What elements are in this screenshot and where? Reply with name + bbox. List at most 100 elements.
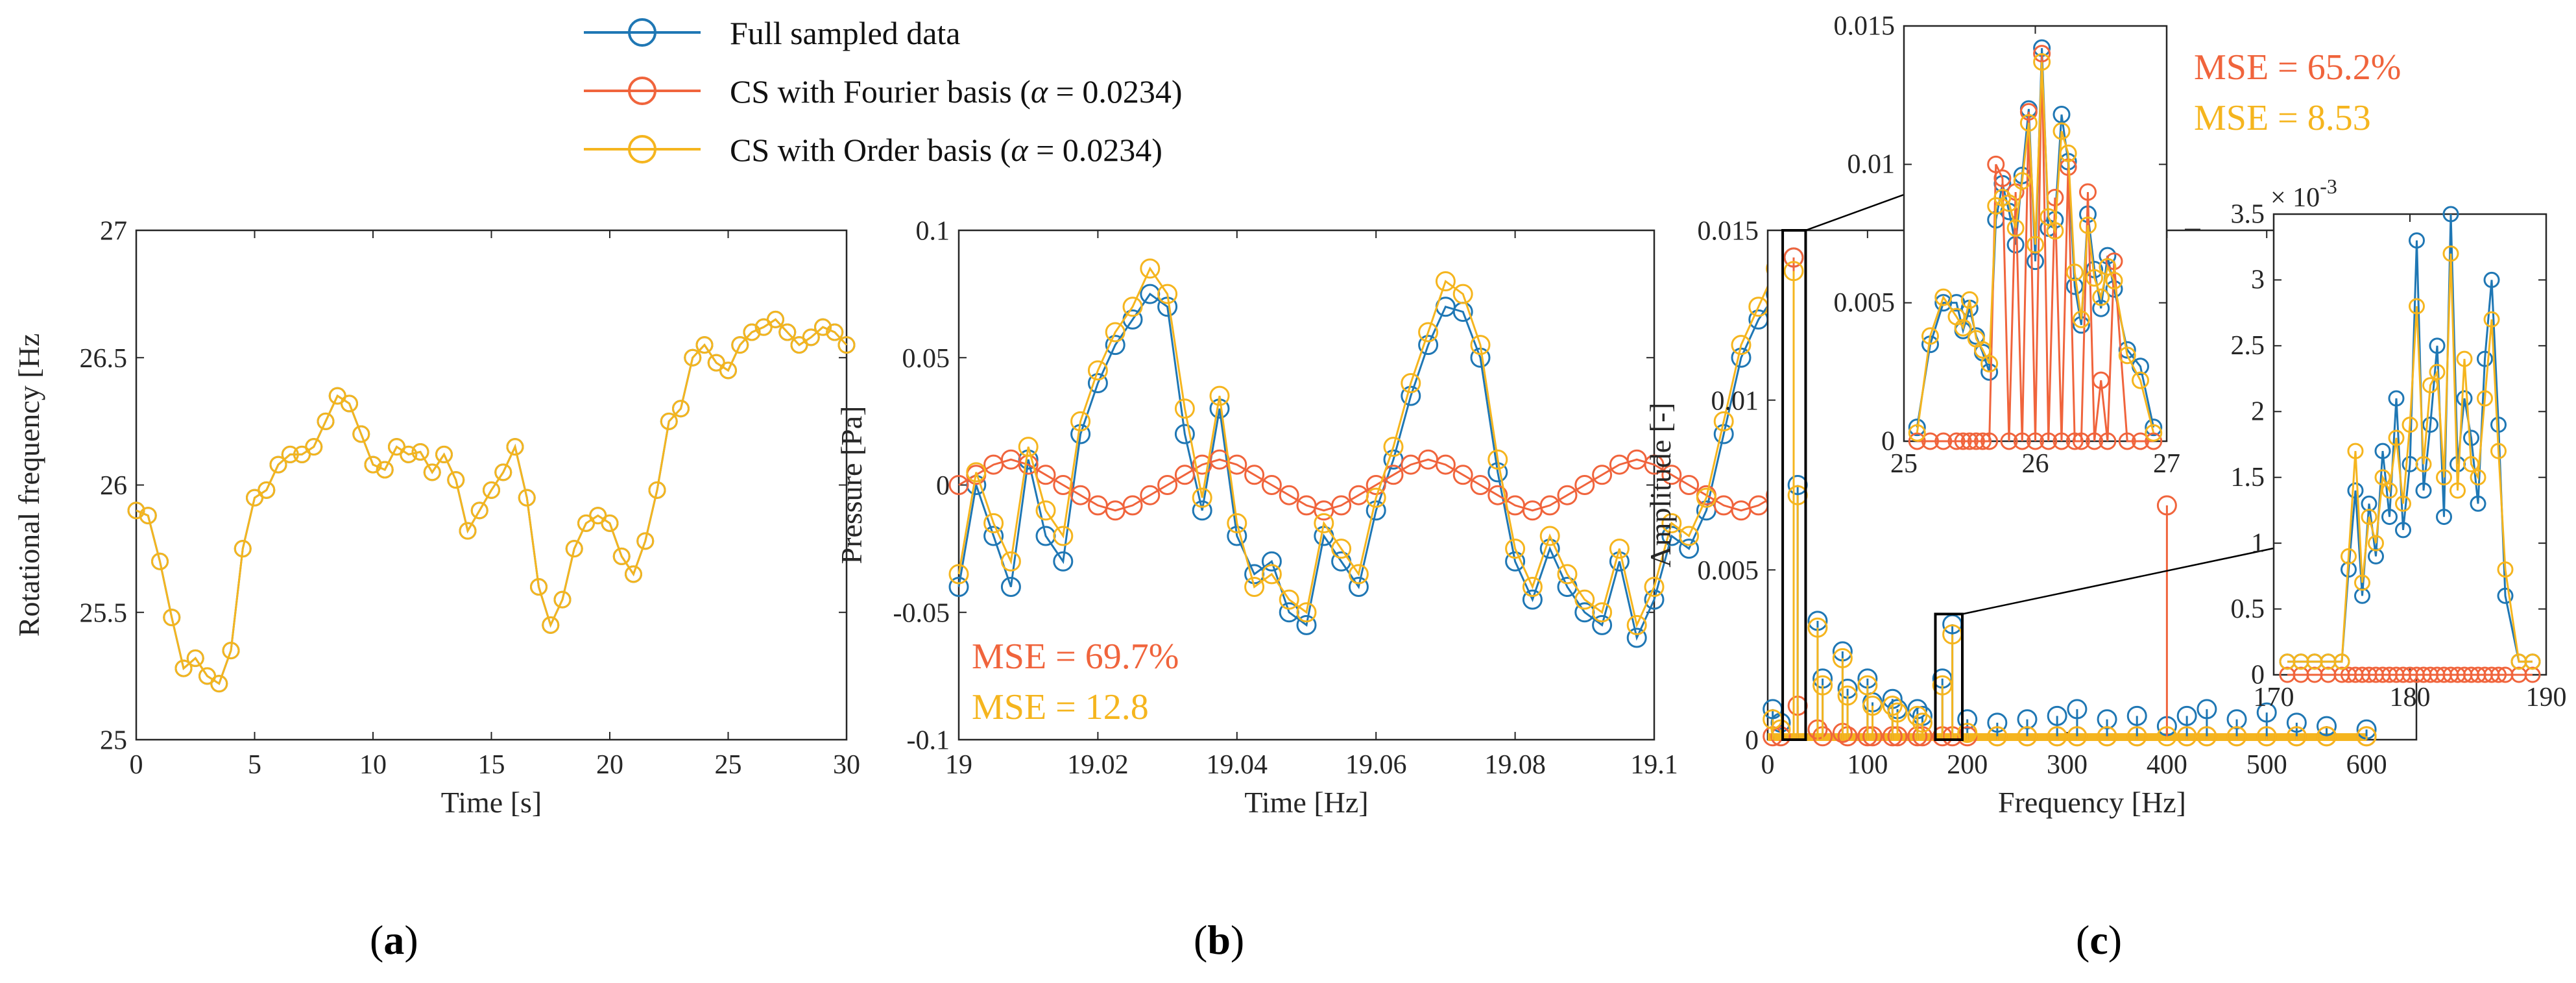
panel-c-series-2-marker [2047, 726, 2067, 747]
inset-2-series-2-line [2287, 253, 2533, 663]
panel-c-series-0-marker [2197, 699, 2217, 720]
inset-2-series-0-marker [2347, 482, 2364, 499]
panel-a-series-1-marker [778, 323, 797, 341]
panel-a-series-1-marker [222, 642, 240, 660]
panel-c-series-2-marker [2067, 726, 2088, 747]
panel-a-series-1-marker [802, 328, 820, 346]
panel-a-series-1-marker [411, 443, 429, 461]
inset-2-series-2-marker [2333, 653, 2350, 670]
a-xtick-label: 20 [596, 750, 623, 780]
panel-c-series-2-marker [1862, 696, 1883, 716]
panel-b-series-2-marker [1314, 513, 1334, 533]
inset-2-series-2-marker [2422, 377, 2438, 394]
panel-c-series-2-marker [1907, 705, 1928, 726]
panel-b-series-2-marker [1157, 284, 1178, 304]
legend: Full sampled data CS with Fourier basis … [584, 15, 1183, 168]
inset-1-series-0-marker [1934, 294, 1953, 312]
panel-b-series-2-marker [1452, 284, 1473, 304]
inset-1-series-1-marker [1987, 155, 2005, 173]
panel-c-series-0-marker [2067, 699, 2088, 720]
panel-b-series-1-marker [1122, 495, 1143, 516]
panel-c-label-open: ( [2076, 917, 2089, 963]
panel-b-series-0-marker [1192, 500, 1212, 521]
inset-1-series-1-marker [2079, 183, 2097, 201]
b-ytick-label: 0 [936, 471, 950, 501]
panel-c-series-2-marker [1932, 675, 1953, 696]
c-xtick-label: 400 [2147, 750, 2187, 780]
panel-c-series-2-marker [2317, 726, 2337, 747]
c-ytick-label: 0.005 [1698, 556, 1759, 586]
panel-a-series-1-marker [731, 336, 749, 354]
panel-c-series-2-marker [1783, 261, 1804, 282]
panel-b-series-1-marker [1261, 475, 1282, 495]
panel-b-series-2-marker [1018, 437, 1039, 457]
legend-fourier-alpha: α [1031, 73, 1049, 110]
inset-1-series-1-marker [2072, 432, 2090, 450]
panel-b-series-2-marker [1626, 614, 1647, 635]
a-ytick-label: 25.5 [80, 598, 128, 628]
panel-label-b: (b) [1194, 917, 1244, 963]
panel-b-series-2-marker [1105, 322, 1125, 343]
inset-2-series-0-marker [2497, 587, 2514, 604]
panel-b-series-2-marker [1122, 297, 1143, 317]
inset-1-series-1-marker [1934, 432, 1953, 450]
inset-1-series-2-marker [2013, 172, 2031, 190]
inset-1-series-1-marker [1993, 169, 2012, 188]
panel-a-series-1-marker [565, 540, 583, 558]
panel-c-inset-zoom-2: 170 180 190 0 0.5 1 1.5 2 2.5 3 3.5 [2231, 199, 2567, 712]
inset-2-series-2-marker [2429, 363, 2446, 380]
inset-1-series-2-marker [2092, 288, 2110, 306]
inset-1-series-2-marker [2000, 194, 2018, 212]
panel-a-series-1-marker [470, 502, 488, 520]
panel-c-series-0-marker [2097, 709, 2117, 730]
b-xtick-label: 19.04 [1207, 750, 1268, 780]
panel-b-series-0-marker [1261, 551, 1282, 572]
inset-1-series-2-marker [2059, 144, 2077, 162]
inset-1-series-0-marker [2027, 252, 2044, 271]
inset-2-series-2-marker [2470, 469, 2486, 486]
panel-c-series-2-marker [1770, 719, 1791, 740]
panel-c-series-2-marker [2126, 726, 2147, 747]
c-zoom-1-ytick-label: 0.005 [1834, 288, 1896, 318]
inset-1-series-1-marker [2000, 432, 2018, 450]
panel-a-series-1-marker [186, 649, 204, 667]
b-xtick-label: 19.08 [1484, 750, 1546, 780]
panel-b-series-2-marker [1592, 602, 1613, 623]
a-xtick-label: 0 [130, 750, 143, 780]
panel-a-label-close: ) [404, 917, 418, 963]
a-axes-box [135, 229, 848, 741]
panel-c-zoom-box-1 [1781, 229, 1807, 741]
panel-a-series-1-marker [269, 455, 287, 474]
panel-b-series-1-marker [1174, 465, 1195, 485]
a-xtick-label: 15 [478, 750, 505, 780]
b-xtick-label: 19.06 [1345, 750, 1407, 780]
inset-1-series-1-marker [2086, 432, 2104, 450]
panel-b-series-2-marker [1505, 539, 1526, 559]
c-zoom-1-xtick-label: 25 [1890, 449, 1918, 479]
inset-2-series-2-marker [2341, 548, 2357, 564]
inset-1-series-2-marker [2040, 208, 2058, 226]
inset-2-series-0-marker [2415, 482, 2432, 499]
inset-2-series-1-marker [2490, 666, 2507, 683]
inset-2-series-1-marker [2524, 666, 2541, 683]
inset-1-series-0-marker [2006, 236, 2025, 254]
inset-1-series-2-marker [2046, 222, 2064, 240]
inset-2-series-0-marker [2368, 548, 2384, 564]
inset-1-series-1-marker [2040, 432, 2058, 450]
panel-c-series-1-marker [1770, 726, 1791, 747]
inset-2-exponent: × 10-3 [2270, 175, 2337, 213]
panel-c-series-2-marker [1837, 685, 1858, 706]
panel-b-series-2-marker [1035, 500, 1056, 521]
panel-a-series-1-marker [483, 481, 500, 499]
inset-1-series-0-marker [2145, 419, 2163, 437]
c-zoom-2-ytick-label: 3 [2251, 265, 2265, 295]
inset-2-series-2-marker [2483, 311, 2500, 328]
a-ytick-label: 26.5 [80, 344, 128, 374]
panel-b-series-1-marker [1539, 495, 1560, 516]
panel-b-series-0-marker [1348, 577, 1369, 597]
c-zoom-2-xtick-label: 180 [2390, 683, 2431, 712]
c-zoom-2-ytick-label: 1.5 [2231, 463, 2265, 492]
c-zoom-2-ytick-label: 3.5 [2231, 199, 2265, 229]
inset-1-series-1-marker [1954, 432, 1972, 450]
